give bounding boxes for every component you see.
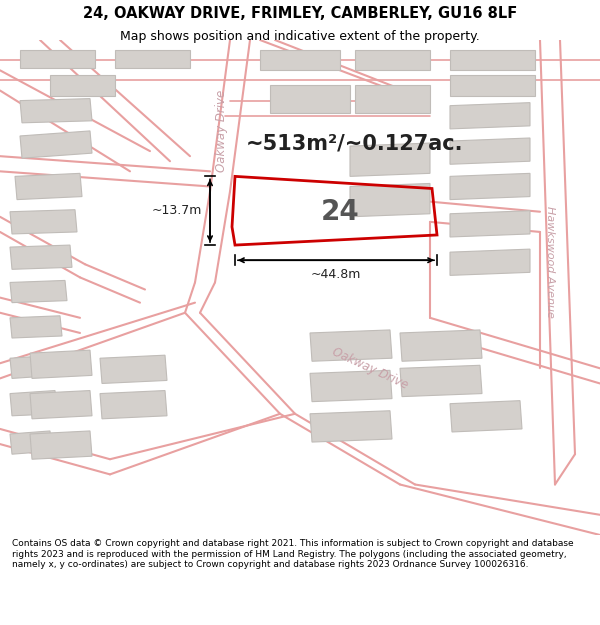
Polygon shape	[20, 99, 92, 123]
Polygon shape	[10, 281, 67, 302]
Polygon shape	[350, 143, 430, 176]
Polygon shape	[30, 391, 92, 419]
Polygon shape	[400, 330, 482, 361]
Text: Contains OS data © Crown copyright and database right 2021. This information is : Contains OS data © Crown copyright and d…	[12, 539, 574, 569]
Polygon shape	[30, 431, 92, 459]
Polygon shape	[450, 138, 530, 164]
Polygon shape	[10, 431, 52, 454]
Polygon shape	[115, 50, 190, 68]
Polygon shape	[270, 86, 350, 112]
Polygon shape	[450, 211, 530, 237]
Polygon shape	[355, 50, 430, 70]
Polygon shape	[10, 210, 77, 234]
Polygon shape	[450, 401, 522, 432]
Text: Hawkswood Avenue: Hawkswood Avenue	[545, 206, 555, 318]
Polygon shape	[355, 86, 430, 112]
Text: ~44.8m: ~44.8m	[311, 268, 361, 281]
Text: Oakway Drive: Oakway Drive	[215, 90, 229, 172]
Text: Oakway Drive: Oakway Drive	[330, 345, 410, 392]
Text: ~13.7m: ~13.7m	[152, 204, 202, 217]
Polygon shape	[350, 184, 430, 217]
Polygon shape	[450, 76, 535, 96]
Polygon shape	[100, 391, 167, 419]
Polygon shape	[10, 245, 72, 269]
Polygon shape	[450, 173, 530, 199]
Polygon shape	[310, 330, 392, 361]
Polygon shape	[400, 365, 482, 397]
Polygon shape	[450, 50, 535, 70]
Text: 24, OAKWAY DRIVE, FRIMLEY, CAMBERLEY, GU16 8LF: 24, OAKWAY DRIVE, FRIMLEY, CAMBERLEY, GU…	[83, 6, 517, 21]
Polygon shape	[15, 173, 82, 199]
Polygon shape	[10, 391, 57, 416]
Polygon shape	[100, 355, 167, 384]
Polygon shape	[10, 355, 57, 378]
Text: Map shows position and indicative extent of the property.: Map shows position and indicative extent…	[120, 31, 480, 43]
Polygon shape	[450, 249, 530, 276]
Polygon shape	[50, 76, 115, 96]
Polygon shape	[450, 102, 530, 129]
Polygon shape	[260, 50, 340, 70]
Polygon shape	[310, 411, 392, 442]
Text: ~513m²/~0.127ac.: ~513m²/~0.127ac.	[246, 133, 464, 153]
Text: 24: 24	[320, 198, 359, 226]
Polygon shape	[20, 50, 95, 68]
Polygon shape	[30, 350, 92, 378]
Polygon shape	[10, 316, 62, 338]
Polygon shape	[310, 371, 392, 402]
Polygon shape	[20, 131, 92, 158]
